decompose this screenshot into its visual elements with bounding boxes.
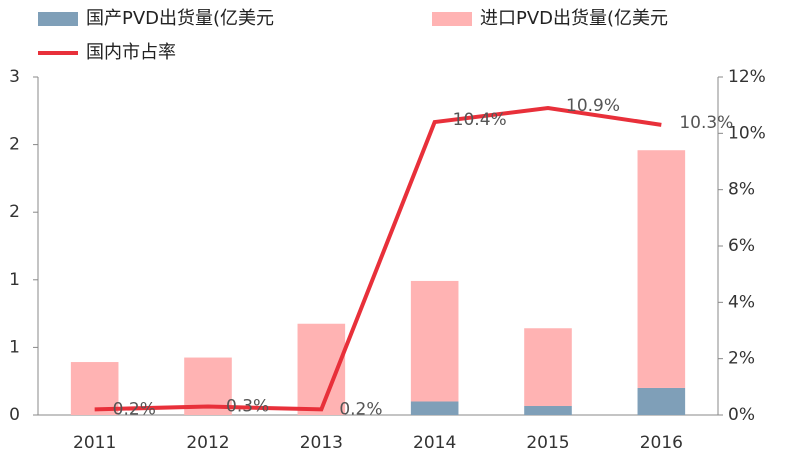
y-tick-label: 2 [9, 202, 20, 222]
data-label: 10.9% [566, 96, 620, 116]
y2-tick-label: 4% [728, 292, 755, 312]
data-label: 10.3% [679, 113, 733, 133]
share-line [94, 105, 662, 412]
y2-tick-label: 6% [728, 236, 755, 256]
bar [637, 387, 686, 415]
bar [524, 405, 572, 415]
y-tick-label: 2 [9, 135, 20, 155]
bar [410, 401, 459, 415]
legend-swatch [38, 12, 78, 26]
x-tick-label: 2012 [186, 433, 229, 453]
legend-label: 进口PVD出货量(亿美元 [480, 8, 668, 29]
x-tick-label: 2016 [640, 433, 683, 453]
y2-tick-label: 8% [728, 180, 755, 200]
y2-tick-label: 10% [728, 123, 766, 143]
data-label: 0.2% [339, 399, 382, 419]
x-tick-label: 2013 [300, 433, 343, 453]
x-tick-label: 2011 [73, 433, 116, 453]
data-label: 0.3% [226, 397, 269, 417]
x-tick-label: 2014 [413, 433, 456, 453]
y2-tick-label: 2% [728, 349, 755, 369]
legend-label: 国内市占率 [86, 42, 176, 63]
data-label: 0.2% [113, 399, 156, 419]
bar [410, 280, 459, 402]
legend-swatch [432, 12, 472, 26]
bar [70, 362, 119, 415]
y2-tick-label: 0% [728, 405, 755, 425]
y-tick-label: 1 [9, 270, 20, 290]
x-tick-label: 2015 [526, 433, 569, 453]
bar [637, 150, 686, 388]
legend-label: 国产PVD出货量(亿美元 [86, 8, 274, 29]
bar [524, 328, 572, 406]
y-tick-label: 1 [9, 337, 20, 357]
y-tick-label: 0 [9, 405, 20, 425]
y2-tick-label: 12% [728, 67, 766, 87]
data-label: 10.4% [453, 110, 507, 130]
y-tick-label: 3 [9, 67, 20, 87]
